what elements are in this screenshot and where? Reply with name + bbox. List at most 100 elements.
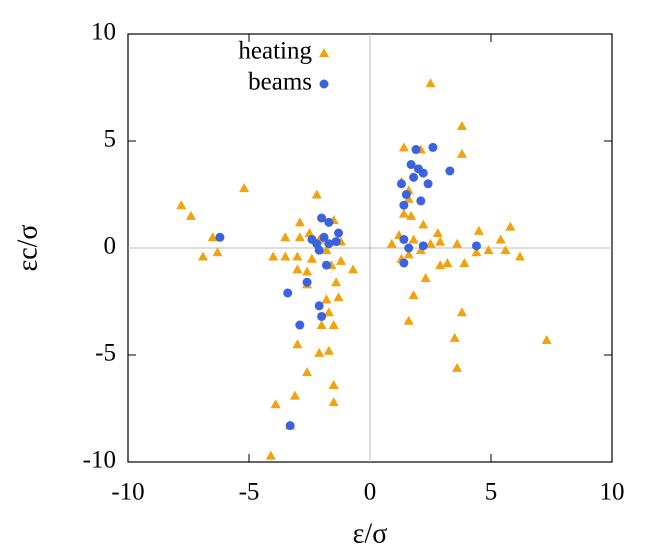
data-point [403,315,414,325]
y-axis-label: εc/σ [12,224,43,271]
data-point [418,168,428,178]
data-point [317,213,327,223]
data-point [324,239,334,249]
y-tick-label: 0 [104,233,117,260]
data-point [328,397,339,407]
data-point [289,390,300,400]
data-point [418,241,428,251]
legend-marker [319,79,329,89]
data-point [459,257,470,267]
data-point [331,237,341,247]
data-point [311,189,322,199]
data-point [425,238,436,248]
data-point [295,320,305,330]
data-point [406,210,417,220]
data-point [471,241,481,251]
data-point [335,255,346,265]
data-point [399,200,409,210]
data-point [268,251,279,261]
data-point [420,272,431,282]
x-axis-label: ε/σ [353,518,388,549]
data-point [323,307,334,317]
x-tick-label: -5 [239,479,260,506]
data-point [432,228,443,238]
data-point [398,208,409,218]
data-point [495,234,506,244]
data-point [333,292,344,302]
data-point [406,160,416,170]
data-point [331,277,342,287]
y-tick-label: -10 [83,447,116,474]
data-point [452,362,463,372]
data-point [449,332,460,342]
data-point [314,347,325,357]
legend-marker [319,48,329,57]
data-point [500,245,511,255]
data-point [176,200,187,210]
data-point [403,249,414,259]
data-point [471,247,482,257]
data-point [445,166,455,176]
data-point [302,277,312,287]
data-point [314,301,324,311]
data-point [398,142,409,152]
data-point [399,258,409,268]
data-point [408,290,419,300]
data-point [323,345,334,355]
data-point [401,190,411,199]
data-point [456,148,467,158]
data-point [473,225,484,235]
legend-label: beams [248,69,312,96]
data-point [328,320,339,330]
x-tick-label: -10 [111,479,144,506]
data-point [265,450,276,460]
data-point [324,217,334,227]
data-point [294,217,305,227]
data-point [328,379,339,389]
data-point [409,172,419,182]
data-point [212,247,223,257]
x-tick-label: 5 [485,479,498,506]
data-point [442,257,453,267]
data-point [321,294,332,304]
data-point [215,232,225,242]
data-point [348,264,359,274]
data-point [317,311,327,321]
data-point [302,266,313,276]
x-tick-label: 0 [364,479,377,506]
data-point [416,196,426,206]
data-point [428,142,438,152]
data-point [435,236,446,246]
data-point [283,288,293,298]
data-point [423,179,433,189]
data-point [483,245,494,255]
data-point [285,421,295,431]
data-point [408,234,419,244]
data-point [185,210,196,220]
data-point [386,238,397,248]
data-point [456,307,467,317]
data-point [418,219,429,229]
data-point [321,260,331,270]
data-point [399,234,409,244]
data-point [302,367,313,377]
legend-label: heating [238,38,312,65]
data-point [207,232,218,242]
data-point [198,251,209,261]
data-point [280,232,291,242]
data-point [319,232,329,242]
data-point [280,251,291,261]
data-point [292,339,303,349]
data-point [316,320,327,330]
data-point [425,78,436,88]
data-point [292,264,303,274]
x-tick-label: 10 [600,479,625,506]
data-point [294,232,305,242]
data-point [306,253,317,263]
data-point [411,145,421,155]
y-tick-label: -5 [95,340,116,367]
y-tick-label: 5 [104,126,117,153]
data-point [541,335,552,345]
data-point [505,221,516,231]
